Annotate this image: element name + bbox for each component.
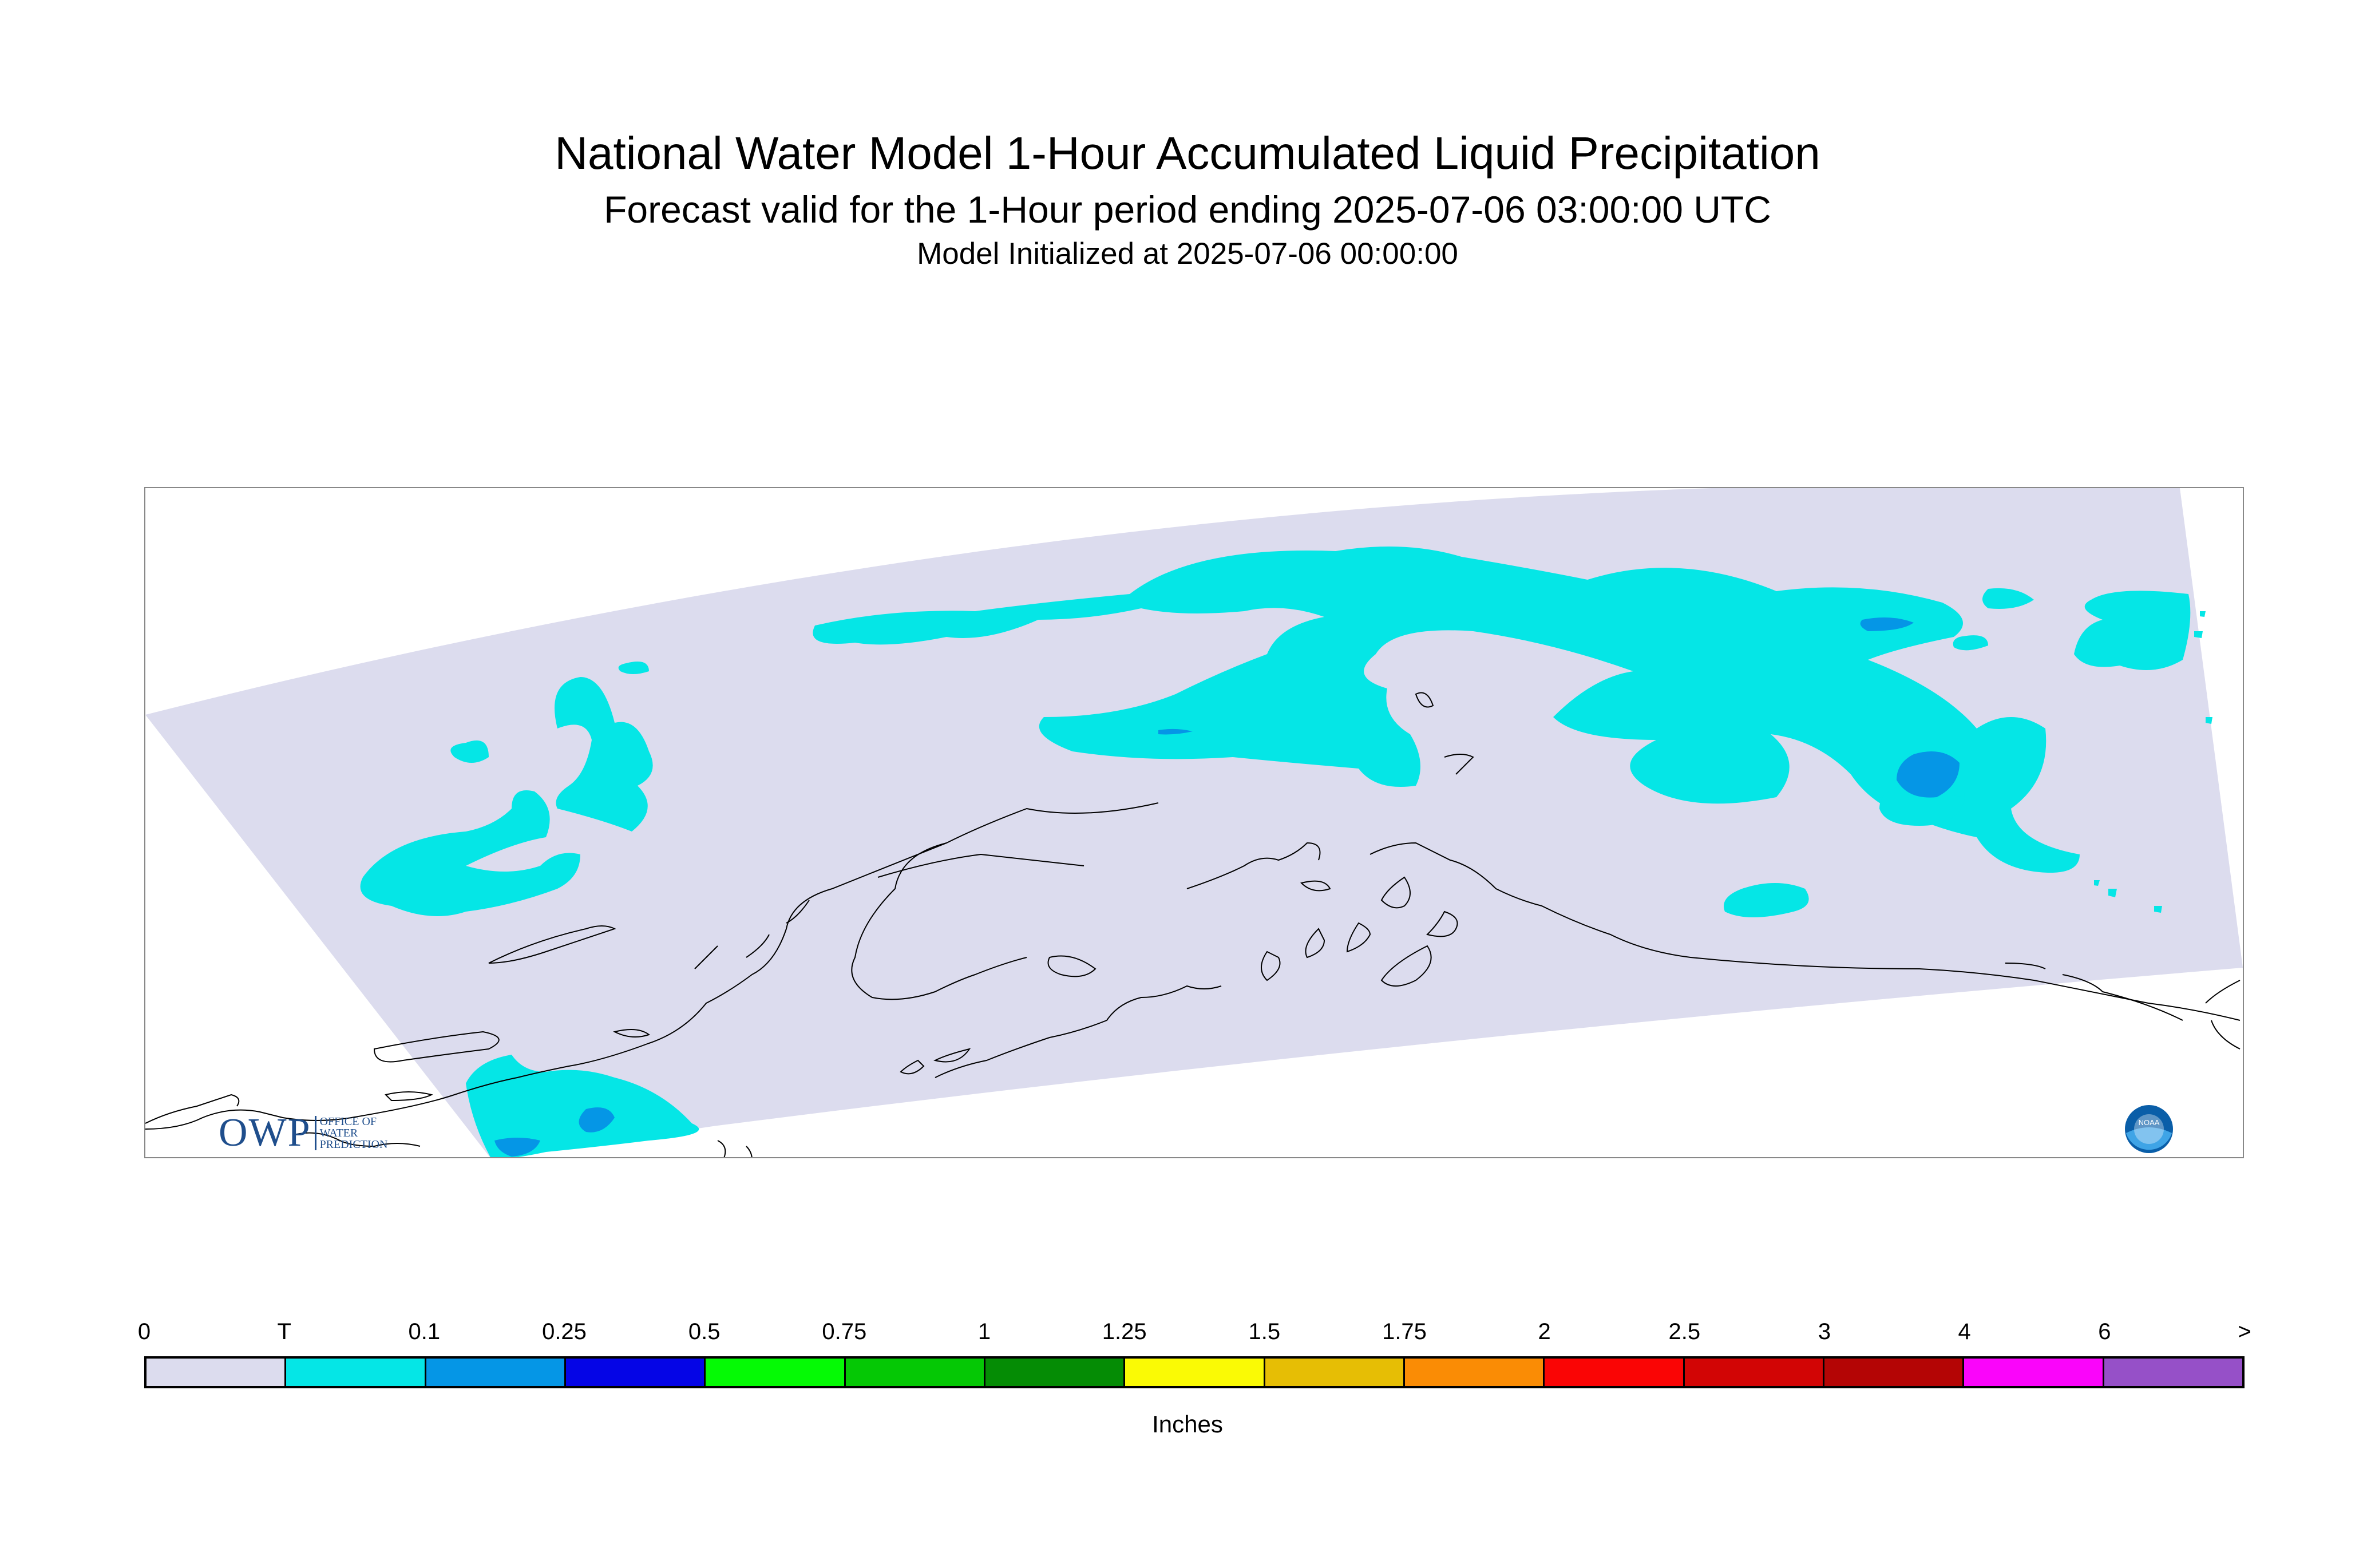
legend-swatch (1964, 1359, 2104, 1386)
legend-tick-label: 2.5 (1668, 1319, 1701, 1344)
owp-logo-line-1: OFFICE OF (319, 1115, 377, 1128)
legend-tick-label: 0 (137, 1319, 151, 1344)
legend-swatch (1545, 1359, 1685, 1386)
owp-logo-line-3: PREDICTION (319, 1138, 388, 1151)
legend-tick-label: 1.25 (1102, 1319, 1147, 1344)
legend-tick-label: 0.1 (408, 1319, 441, 1344)
owp-logo-mark: OWP (219, 1111, 311, 1155)
owp-logo: OWP OFFICE OF WATER PREDICTION (219, 1110, 387, 1156)
legend-tick-label: T (277, 1319, 291, 1344)
legend-swatch (1404, 1359, 1545, 1386)
legend-swatch (985, 1359, 1126, 1386)
legend-tick-label: 1 (977, 1319, 991, 1344)
model-initialized-label: Model Initialized at 2025-07-06 00:00:00 (917, 237, 1458, 271)
legend-swatch (2104, 1359, 2242, 1386)
legend-tick-label: 6 (2098, 1319, 2111, 1344)
legend-tick-label: 2 (1538, 1319, 1551, 1344)
legend-swatch (1824, 1359, 1965, 1386)
precipitation-map (145, 488, 2243, 1157)
legend-tick-label: 3 (1818, 1319, 1831, 1344)
legend-tick-label: 4 (1958, 1319, 1971, 1344)
legend-swatch (1265, 1359, 1405, 1386)
noaa-logo-text: NOAA (2139, 1118, 2160, 1127)
legend-units-label: Inches (1152, 1411, 1223, 1438)
legend-tick-label: 1.5 (1248, 1319, 1281, 1344)
map-title: National Water Model 1-Hour Accumulated … (555, 128, 1820, 179)
map-panel (144, 487, 2244, 1158)
owp-logo-line-2: WATER (319, 1127, 358, 1139)
coastlines (145, 692, 2241, 1157)
legend-swatch (286, 1359, 426, 1386)
owp-logo-text: OFFICE OF WATER PREDICTION (314, 1115, 388, 1151)
legend-swatch (565, 1359, 706, 1386)
legend-swatch (845, 1359, 985, 1386)
light-precip-areas (494, 617, 1960, 1157)
legend-swatch (1684, 1359, 1824, 1386)
legend-swatch (706, 1359, 846, 1386)
legend-tick-label: 0.25 (542, 1319, 587, 1344)
trace-precip-areas (360, 547, 2212, 1157)
legend-tick-label: 0.75 (822, 1319, 867, 1344)
legend-tick-label: 1.75 (1382, 1319, 1427, 1344)
forecast-valid-subtitle: Forecast valid for the 1-Hour period end… (604, 188, 1771, 231)
legend-swatch (147, 1359, 287, 1386)
legend-swatch (426, 1359, 566, 1386)
noaa-logo-icon: NOAA (2125, 1105, 2173, 1153)
legend-tick-label: > (2238, 1319, 2251, 1344)
precip-color-legend (144, 1356, 2245, 1388)
legend-swatch (1125, 1359, 1265, 1386)
legend-tick-label: 0.5 (688, 1319, 721, 1344)
